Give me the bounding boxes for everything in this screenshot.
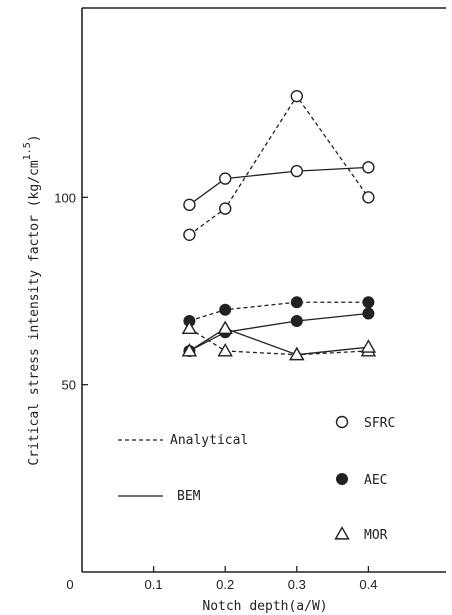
y-tick-label: 50 [62,378,76,393]
legend-label-aec: AEC [364,473,387,488]
origin-label: 0 [66,577,73,592]
plot-frame [81,7,446,573]
tick-marks [82,196,370,572]
series-line-aec-analytical [189,301,369,322]
data-point-aec-analytical [290,296,303,309]
series-line-sfrc-bem [189,166,369,206]
series-lines [189,95,369,356]
data-point-aec-bem [290,314,303,327]
series-line-sfrc-analytical [189,95,369,236]
data-point-mor-analytical [181,320,198,335]
data-point-sfrc-analytical [290,89,303,103]
data-point-aec-analytical [219,303,232,316]
legend: Analytical BEM SFRC AEC MOR [118,415,395,543]
data-point-sfrc-analytical [183,228,196,242]
data-point-sfrc-bem [218,172,232,185]
x-tick-label: 0.4 [359,577,377,592]
x-tick-label: 0.1 [145,577,163,592]
x-axis-title: Notch depth(a/W) [202,599,327,614]
data-point-aec-bem [362,307,375,320]
legend-label-bem: BEM [177,489,201,504]
data-point-sfrc-analytical [218,202,232,215]
data-point-mor-bem [217,320,233,335]
data-point-sfrc-bem [183,198,196,212]
series-points [181,89,377,361]
data-point-sfrc-bem [290,164,303,178]
y-axis-title-main: Critical stress intensity factor (kg/cm [27,160,42,465]
legend-label-mor: MOR [364,528,388,543]
data-point-sfrc-bem [362,161,375,174]
tick-labels: 0.1 0.2 0.3 0.4 0 50 100 [54,190,377,592]
x-tick-label: 0.3 [288,577,306,592]
legend-marker-mor [334,526,350,540]
data-point-mor-analytical [217,343,233,357]
legend-label-analytical: Analytical [170,433,248,448]
data-point-sfrc-analytical [362,191,375,204]
legend-label-sfrc: SFRC [364,416,395,431]
data-point-mor-bem [289,346,305,361]
series-line-mor-bem [189,327,369,356]
data-point-mor-bem [181,343,198,357]
y-tick-label: 100 [54,190,76,205]
series-line-mor-analytical [189,327,369,356]
y-axis-title-exponent: 1.5 [22,142,33,160]
y-axis-title: Critical stress intensity factor (kg/cm1… [22,134,42,465]
data-point-aec-analytical [362,296,375,309]
y-axis-title-close: ) [27,134,42,142]
x-tick-label: 0.2 [216,577,234,592]
legend-marker-sfrc [335,415,349,429]
series-line-aec-bem [189,312,369,352]
data-point-mor-bem [360,339,377,353]
svg-text:Critical stress intensity fact: Critical stress intensity factor (kg/cm1… [22,134,42,465]
legend-marker-aec [336,473,348,485]
